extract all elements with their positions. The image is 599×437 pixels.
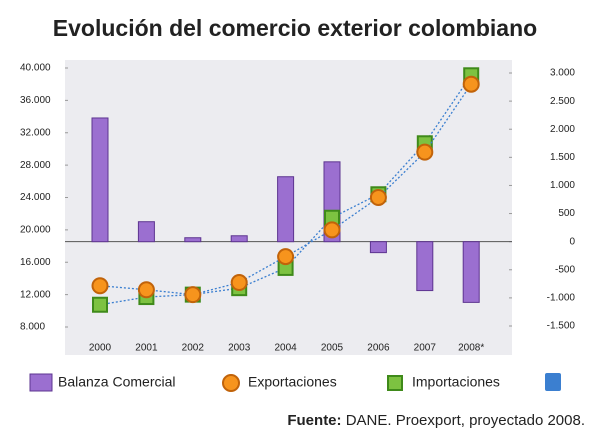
- y-tick-label: 24.000: [20, 192, 51, 203]
- bar: [230, 235, 248, 243]
- y-tick-label: 8.000: [20, 322, 45, 333]
- bar: [277, 176, 295, 243]
- y-tick-label: 12.000: [20, 289, 51, 300]
- y-tick-label: 20.000: [20, 225, 51, 236]
- x-tick-label: 2007: [414, 343, 437, 354]
- marker: [462, 75, 480, 93]
- bar: [416, 241, 434, 292]
- bar: [462, 241, 480, 303]
- chart-title: Evolución del comercio exterior colombia…: [53, 15, 537, 41]
- marker: [323, 221, 341, 239]
- x-tick-label: 2003: [228, 343, 251, 354]
- y-tick-label: 16.000: [20, 257, 51, 268]
- y2-tick-label: 1.000: [550, 180, 575, 191]
- bar: [369, 241, 387, 254]
- marker: [369, 189, 387, 206]
- y2-tick-label: 2.500: [550, 96, 575, 107]
- marker: [184, 286, 202, 304]
- x-tick-label: 2004: [274, 343, 297, 354]
- source-label: Fuente:: [287, 412, 341, 429]
- legend: Balanza Comercial Exportaciones Importac…: [29, 373, 561, 392]
- y2-tick-label: 2.000: [550, 124, 575, 135]
- y-tick-label: 28.000: [20, 160, 51, 171]
- y2-tick-label: 0: [569, 236, 575, 247]
- y-tick-label: 36.000: [20, 95, 51, 106]
- icon: [545, 373, 561, 391]
- x-tick-label: 2000: [89, 343, 112, 354]
- y-tick-label: 40.000: [20, 63, 51, 74]
- x-tick-label: 2008*: [458, 343, 484, 354]
- bar: [91, 117, 109, 243]
- legend-swatch: [222, 374, 240, 392]
- marker: [230, 273, 248, 291]
- plot: 8.000 12.000 16.000 20.000 24.000 28.000 32.00…: [20, 63, 575, 354]
- y2-tick-label: 500: [558, 208, 575, 219]
- marker: [416, 143, 434, 161]
- legend-label: Exportaciones: [248, 374, 337, 390]
- source-text: DANE. Proexport, proyectado 2008.: [346, 412, 585, 429]
- legend-label: Balanza Comercial: [58, 374, 176, 390]
- marker: [277, 248, 295, 266]
- legend-swatch: [29, 373, 53, 392]
- y-tick-label: 32.000: [20, 127, 51, 138]
- x-tick-label: 2002: [182, 343, 205, 354]
- y2-tick-label: 1.500: [550, 152, 575, 163]
- x-tick-label: 2005: [321, 343, 344, 354]
- line: [99, 74, 472, 306]
- x-tick-label: 2006: [367, 343, 390, 354]
- marker: [92, 296, 108, 313]
- y2-tick-label: 3.000: [550, 68, 575, 79]
- bar: [184, 237, 202, 243]
- y2-tick-label: -500: [555, 264, 575, 275]
- marker: [137, 281, 155, 299]
- legend-swatch: [387, 375, 403, 391]
- marker: [91, 277, 109, 295]
- y2-tick-label: -1.000: [547, 293, 576, 304]
- source: Fuente: DANE. Proexport, proyectado 2008…: [287, 412, 585, 429]
- y2-tick-label: -1.500: [547, 321, 576, 332]
- bar: [137, 221, 155, 243]
- legend-label: Importaciones: [412, 374, 500, 390]
- x-tick-label: 2001: [135, 343, 158, 354]
